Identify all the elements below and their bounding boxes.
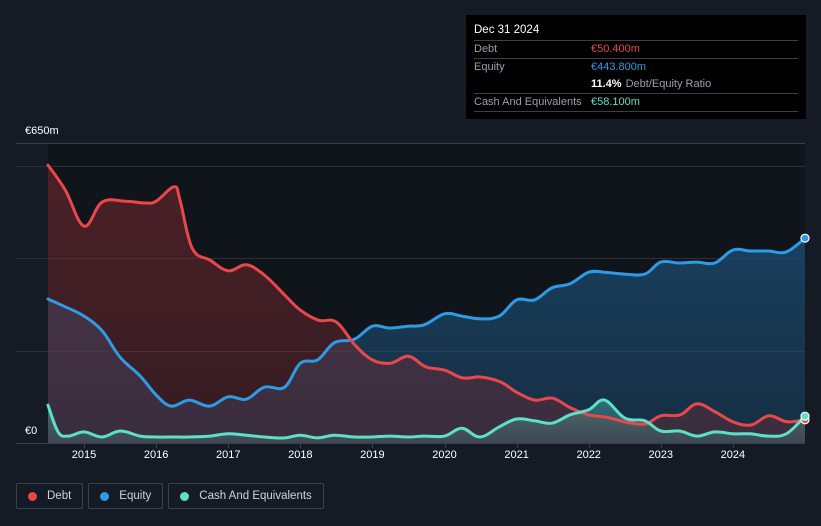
cash-dot-icon — [180, 491, 190, 501]
tooltip-row-debt: Debt €50.400m — [474, 41, 798, 59]
x-tick-label: 2018 — [288, 449, 313, 461]
tooltip-label — [474, 76, 591, 93]
tooltip-row-cash: Cash And Equivalents €58.100m — [474, 94, 798, 112]
legend-label: Equity — [119, 490, 152, 502]
legend-item-debt[interactable]: Debt — [16, 483, 84, 509]
tooltip-label: Equity — [474, 61, 505, 73]
tooltip-label: Debt — [474, 43, 498, 55]
equity-area — [48, 238, 805, 443]
tooltip-label: Cash And Equivalents — [474, 96, 582, 108]
x-tick-label: 2021 — [504, 449, 529, 461]
x-tick-label: 2016 — [143, 449, 169, 461]
debt-dot-icon — [28, 491, 37, 501]
tooltip-panel: Dec 31 2024 Debt €50.400m Equity €443.80… — [466, 15, 806, 119]
equity-dot-icon — [100, 491, 110, 501]
tooltip-equity-value: €443.800m — [591, 61, 647, 73]
x-tick-label: 2020 — [432, 449, 457, 461]
y-tick-label-zero: €0 — [25, 425, 38, 437]
tooltip-row-equity: Equity €443.800m — [474, 59, 798, 76]
y-tick-label-max: €650m — [25, 125, 59, 137]
tooltip-debt-value: €50.400m — [591, 43, 640, 55]
x-tick-label: 2023 — [648, 449, 674, 461]
legend-item-cash[interactable]: Cash And Equivalents — [168, 483, 324, 509]
equity-end-marker — [800, 233, 810, 243]
legend-label: Cash And Equivalents — [199, 490, 312, 502]
tooltip-ratio-label: Debt/Equity Ratio — [625, 78, 712, 90]
x-tick-label: 2015 — [71, 449, 97, 461]
legend-label: Debt — [47, 490, 72, 502]
cash-end-marker — [800, 411, 810, 421]
debt-area — [48, 165, 805, 443]
legend-item-equity[interactable]: Equity — [88, 483, 164, 509]
x-tick-label: 2022 — [576, 449, 601, 461]
chart-legend: Debt Equity Cash And Equivalents — [16, 483, 324, 509]
tooltip-row-ratio: 11.4% Debt/Equity Ratio — [474, 76, 798, 94]
x-tick-label: 2024 — [720, 449, 746, 461]
x-tick-label: 2019 — [360, 449, 385, 461]
tooltip-date: Dec 31 2024 — [474, 21, 798, 41]
tooltip-ratio-percent: 11.4% — [591, 78, 622, 90]
x-tick-label: 2017 — [215, 449, 241, 461]
debt-line — [46, 163, 807, 427]
cash-line — [46, 398, 807, 440]
equity-line — [46, 236, 807, 408]
tooltip-cash-value: €58.100m — [591, 96, 640, 108]
